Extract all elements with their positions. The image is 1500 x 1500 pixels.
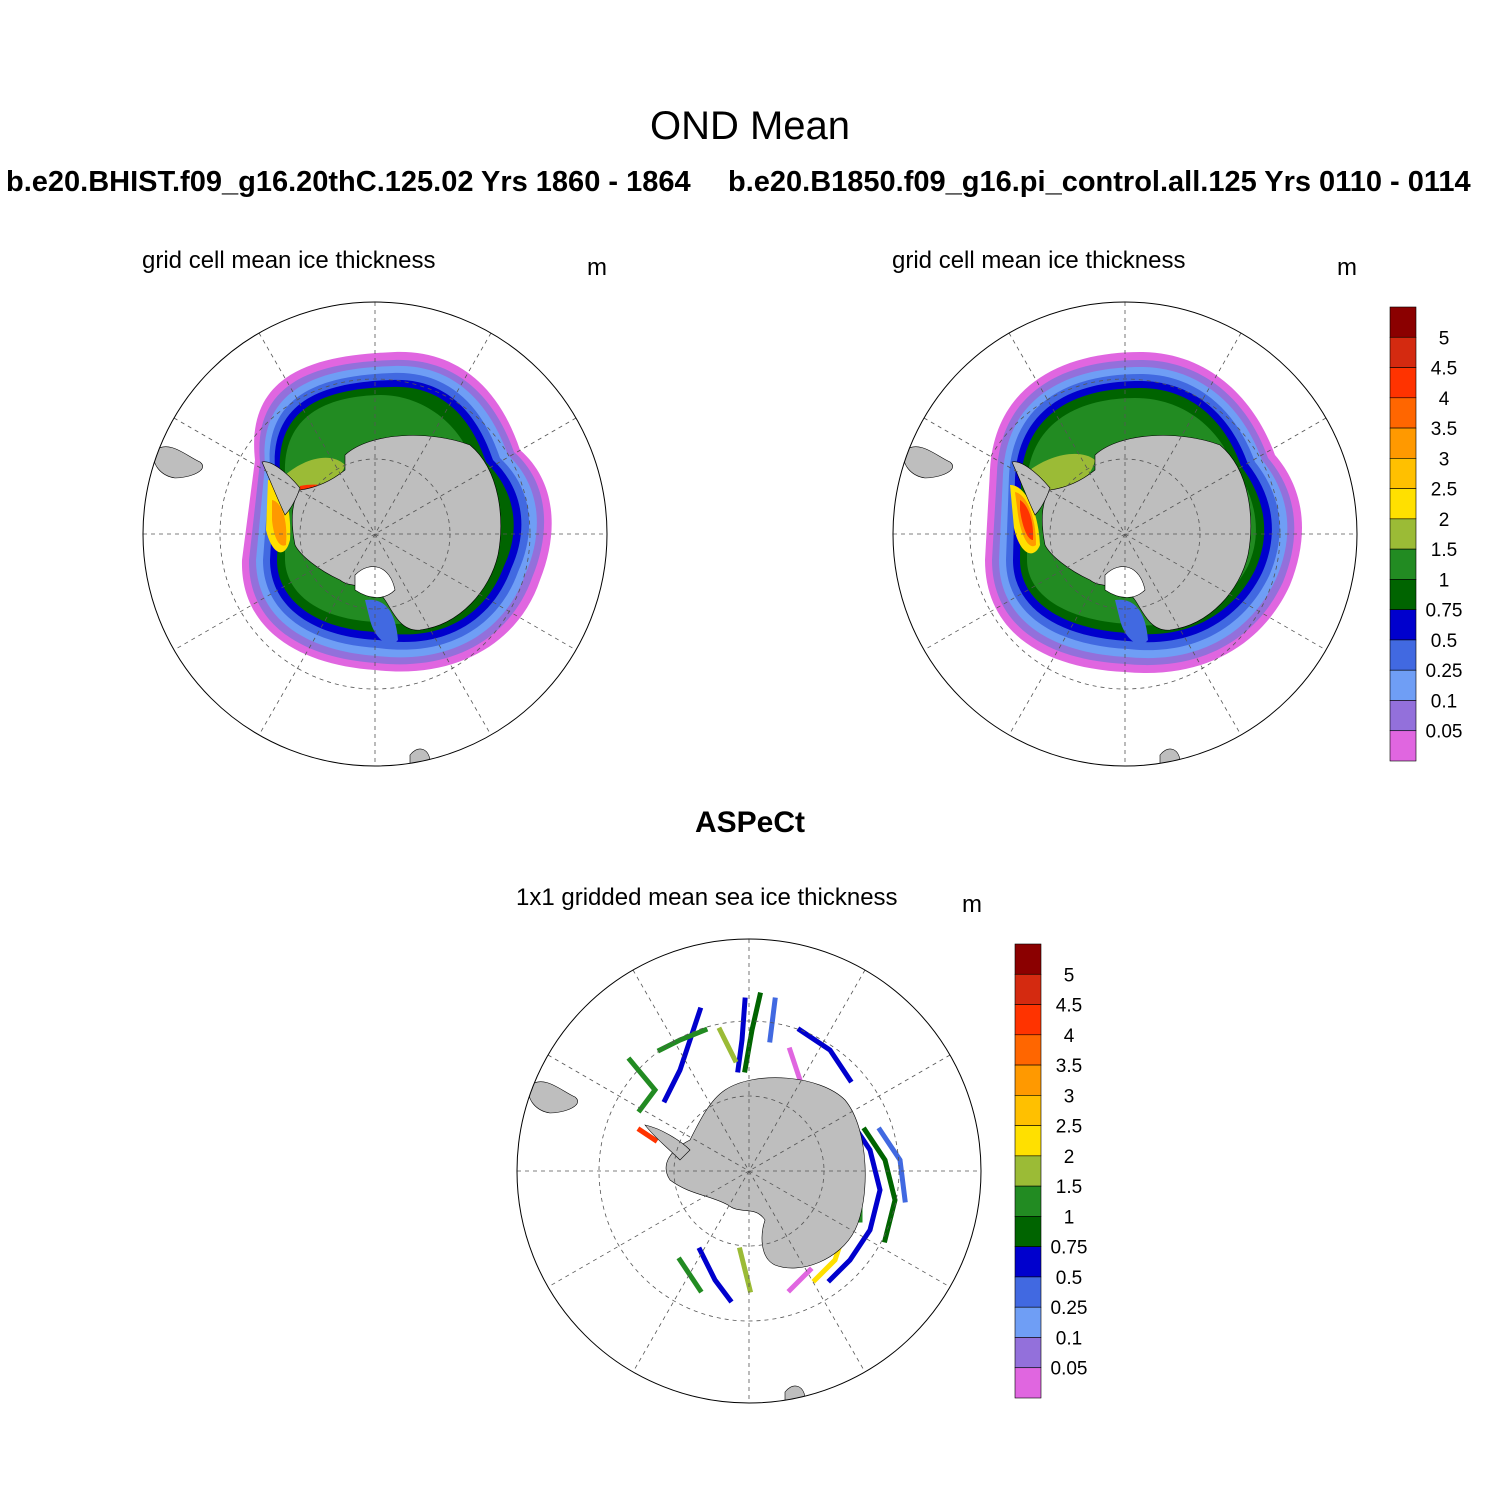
colorbar-bottom-tick-label: 5	[1064, 965, 1075, 986]
colorbar-top-swatch	[1389, 367, 1417, 399]
colorbar-top-swatch	[1389, 397, 1417, 429]
colorbar-bottom-tick-label: 0.5	[1056, 1268, 1082, 1289]
graticule-3	[517, 939, 981, 1403]
colorbar-top-swatch	[1389, 427, 1417, 459]
colorbar-top-tick-label: 0.5	[1431, 631, 1457, 652]
colorbar-top-swatch	[1389, 609, 1417, 641]
colorbar-bottom-tick-label: 2	[1064, 1147, 1075, 1168]
graticule-1	[143, 302, 607, 766]
colorbar-top-swatch	[1389, 518, 1417, 550]
colorbar-top-tick-label: 2.5	[1431, 480, 1457, 501]
colorbar-top-tick-label: 2	[1439, 510, 1450, 531]
antarctica-land-2	[903, 435, 1252, 766]
map-panel-2	[892, 301, 1358, 767]
colorbar-top-tick-label: 0.05	[1426, 722, 1463, 743]
antarctica-land-1	[153, 435, 502, 766]
colorbar-bottom-tick-label: 2.5	[1056, 1117, 1082, 1138]
colorbar-top-tick-label: 1.5	[1431, 540, 1457, 561]
colorbar-bottom: 5 4.5 4 3.5 3 2.5 2 1.5 1 0.75 0.5 0.25 0.1 0.05	[1014, 943, 1088, 1399]
colorbar-bottom-swatch	[1014, 1155, 1042, 1187]
colorbar-bottom-swatch	[1014, 1185, 1042, 1217]
case-title-left: b.e20.BHIST.f09_g16.20thC.125.02 Yrs 186…	[6, 166, 691, 198]
colorbar-top-swatch	[1389, 306, 1417, 338]
colorbar-top: 5 4.5 4 3.5 3 2.5 2 1.5 1 0.75 0.5 0.25 0.1 0.05	[1389, 306, 1463, 762]
colorbar-bottom-tick-label: 4	[1064, 1026, 1075, 1047]
colorbar-bottom-tick-label: 0.1	[1056, 1328, 1082, 1349]
colorbar-top-swatch	[1389, 669, 1417, 701]
colorbar-bottom-swatch	[1014, 1004, 1042, 1036]
colorbar-bottom-swatch	[1014, 1306, 1042, 1338]
colorbar-bottom-tick-label: 3.5	[1056, 1056, 1082, 1077]
colorbar-bottom-swatch	[1014, 1095, 1042, 1126]
map-panel-1	[142, 301, 608, 767]
colorbar-top-swatch	[1389, 579, 1417, 610]
colorbar-top-tick-label: 0.1	[1431, 691, 1457, 712]
colorbar-bottom-tick-label: 3	[1064, 1086, 1075, 1107]
colorbar-bottom-swatch	[1014, 973, 1042, 1005]
panel3-subtitle: 1x1 gridded mean sea ice thickness	[516, 884, 898, 911]
panel3-units: m	[962, 891, 982, 918]
colorbar-bottom-tick-label: 4.5	[1056, 996, 1082, 1017]
colorbar-bottom-tick-label: 1	[1064, 1207, 1075, 1228]
colorbar-bottom-swatch	[1014, 1246, 1042, 1278]
colorbar-bottom-tick-label: 0.75	[1051, 1238, 1088, 1259]
panel2-subtitle: grid cell mean ice thickness	[892, 247, 1186, 274]
panel2-units: m	[1337, 254, 1357, 281]
colorbar-top-swatch	[1389, 488, 1417, 520]
colorbar-top-tick-label: 3.5	[1431, 419, 1457, 440]
colorbar-top-tick-label: 0.25	[1426, 661, 1463, 682]
colorbar-bottom-swatch	[1014, 1125, 1042, 1157]
panel1-subtitle: grid cell mean ice thickness	[142, 247, 436, 274]
colorbar-top-swatch	[1389, 700, 1417, 732]
panel1-units: m	[587, 254, 607, 281]
colorbar-top-swatch	[1389, 458, 1417, 489]
colorbar-top-tick-label: 4.5	[1431, 359, 1457, 380]
colorbar-top-swatch	[1389, 336, 1417, 368]
colorbar-bottom-swatch	[1014, 1064, 1042, 1096]
colorbar-bottom-swatch	[1014, 1367, 1042, 1399]
colorbar-bottom-swatch	[1014, 1337, 1042, 1369]
colorbar-top-swatch	[1389, 730, 1417, 762]
colorbar-top-tick-label: 4	[1439, 389, 1450, 410]
colorbar-bottom-swatch	[1014, 1216, 1042, 1247]
colorbar-bottom-swatch	[1014, 943, 1042, 975]
colorbar-top-tick-label: 0.75	[1426, 601, 1463, 622]
colorbar-top-swatch	[1389, 639, 1417, 671]
colorbar-bottom-swatch	[1014, 1034, 1042, 1066]
colorbar-bottom-tick-label: 0.25	[1051, 1298, 1088, 1319]
colorbar-bottom-swatch	[1014, 1276, 1042, 1308]
colorbar-bottom-tick-label: 0.05	[1051, 1359, 1088, 1380]
colorbar-top-tick-label: 1	[1439, 570, 1450, 591]
colorbar-bottom-tick-label: 1.5	[1056, 1177, 1082, 1198]
figure-title: OND Mean	[649, 104, 851, 148]
obs-title: ASPeCt	[694, 806, 806, 839]
map-panel-3	[516, 938, 982, 1404]
case-title-right: b.e20.B1850.f09_g16.pi_control.all.125 Y…	[728, 166, 1471, 198]
antarctica-land-3	[528, 1077, 866, 1403]
colorbar-top-tick-label: 5	[1439, 328, 1450, 349]
graticule-2	[893, 302, 1357, 766]
colorbar-top-tick-label: 3	[1439, 449, 1450, 470]
colorbar-top-swatch	[1389, 548, 1417, 580]
